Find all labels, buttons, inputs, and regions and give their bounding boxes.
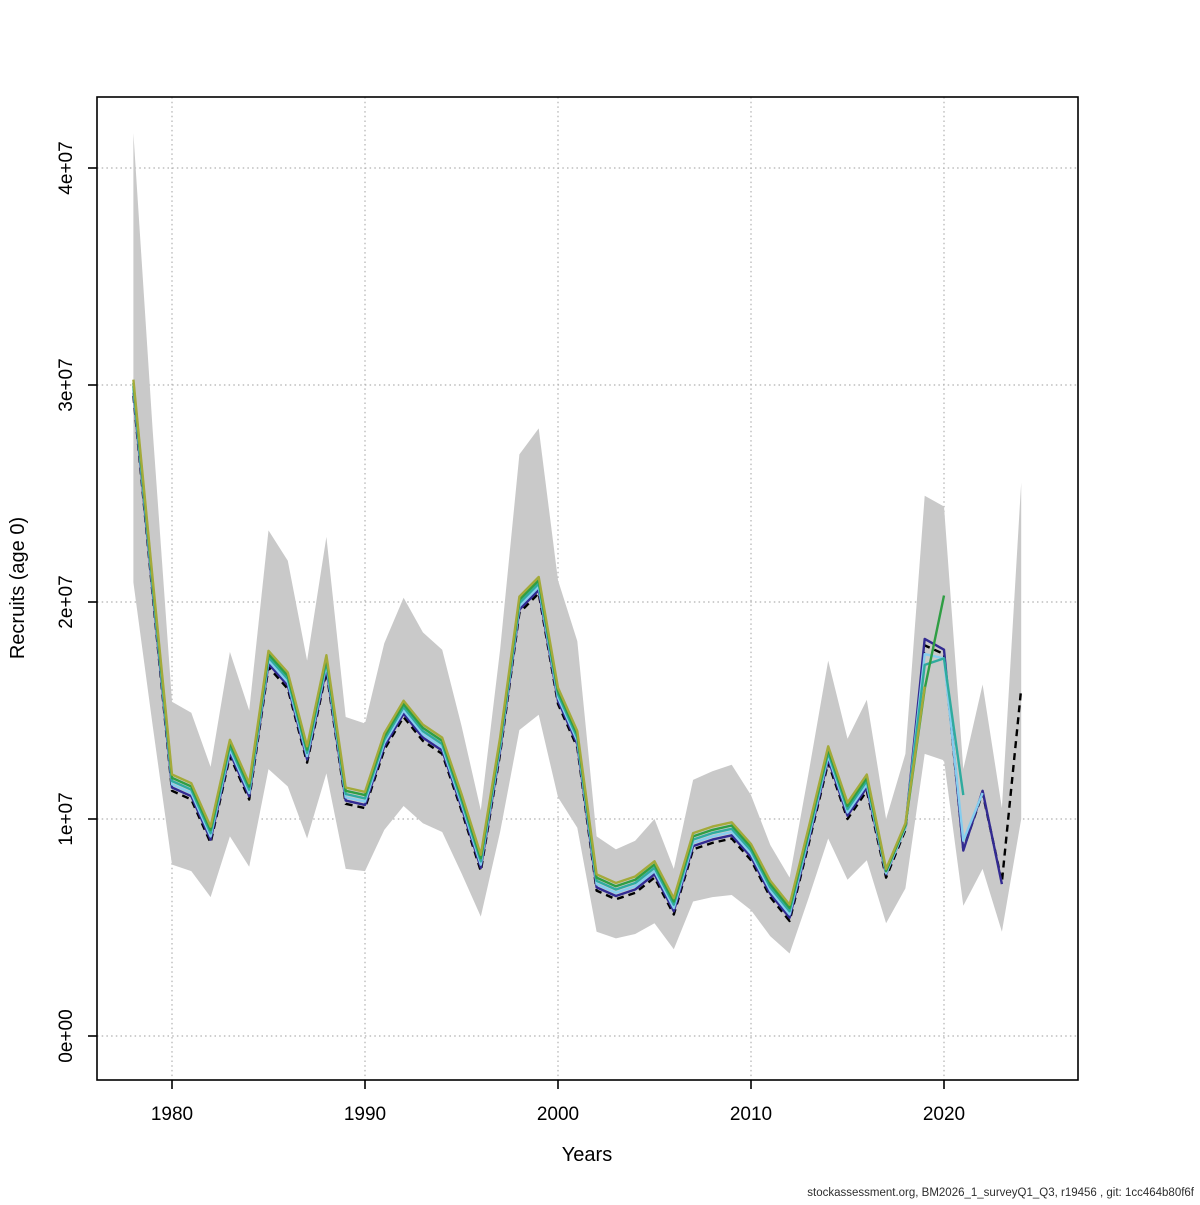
- x-tick-label-2020: 2020: [923, 1104, 965, 1125]
- retro-line-ending-2019: [132, 379, 926, 906]
- y-tick-label-4e+07: 4e+07: [56, 141, 77, 194]
- y-tick-label-2e+07: 2e+07: [56, 575, 77, 628]
- y-tick-label-0e+00: 0e+00: [56, 1009, 77, 1062]
- tick-labels: 1980 1990 2000 2010 2020 0e+00 1e+07 2e+07 3e+07…: [56, 141, 965, 1125]
- y-tick-label-3e+07: 3e+07: [56, 358, 77, 411]
- x-axis-title: Years: [562, 1144, 612, 1166]
- y-axis-title: Recruits (age 0): [7, 517, 29, 659]
- series-lines: [132, 379, 1023, 923]
- figure-caption: stockassessment.org, BM2026_1_surveyQ1_Q…: [807, 1187, 1195, 1199]
- plot-box: [96, 96, 1079, 1081]
- retro-line-ending-2023: [132, 392, 1004, 919]
- x-tick-label-2010: 2010: [730, 1104, 772, 1125]
- confidence-band: [133, 133, 1022, 954]
- x-tick-label-2000: 2000: [537, 1104, 579, 1125]
- x-tick-label-1980: 1980: [151, 1104, 193, 1125]
- gridlines: [97, 97, 1078, 1080]
- y-tick-label-1e+07: 1e+07: [56, 792, 77, 845]
- ci-band-polygon: [133, 133, 1022, 954]
- axes: [88, 96, 1079, 1089]
- x-tick-label-1990: 1990: [344, 1104, 386, 1125]
